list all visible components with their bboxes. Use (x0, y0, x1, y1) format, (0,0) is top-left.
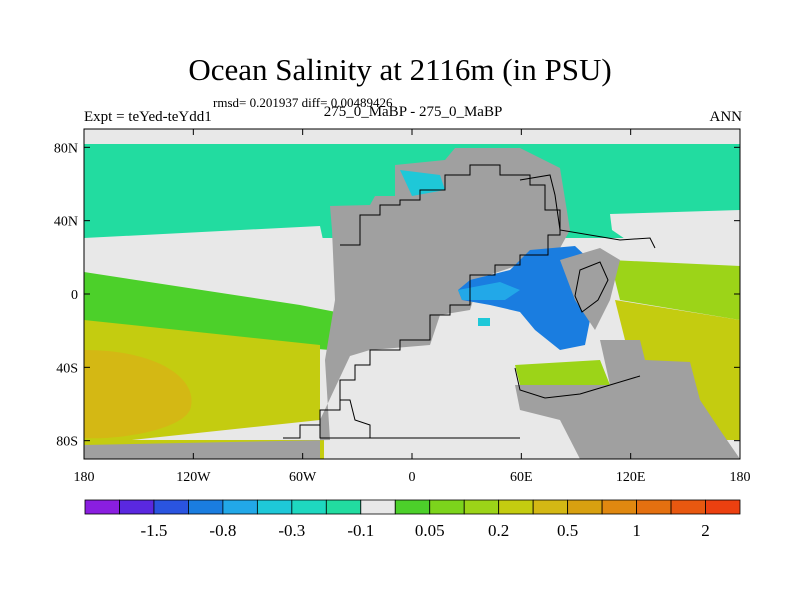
colorbar-swatch (360, 499, 396, 515)
colorbar: -1.5 -0.8 -0.3 -0.1 0.05 0.2 0.5 1 2 (84, 499, 741, 540)
colorbar-swatch (84, 499, 120, 515)
interior-land-patch (400, 235, 450, 282)
tethys-light-blue-anomaly (458, 282, 520, 300)
east-green-band (610, 260, 740, 320)
colorbar-swatch (153, 499, 189, 515)
map-field (84, 129, 740, 459)
colorbar-swatch (325, 499, 362, 515)
colorbar-label: 0.05 (415, 521, 445, 540)
colorbar-swatch (256, 499, 293, 515)
coastline-islands (574, 261, 609, 313)
lon-tick-label: 60E (510, 470, 533, 485)
colorbar-swatch (498, 499, 534, 515)
supercontinent-land (84, 148, 570, 459)
stats-line: rmsd= 0.201937 diff= 0.00489426 (213, 95, 393, 110)
colorbar-label: 0.5 (557, 521, 578, 540)
colorbar-swatch (188, 499, 224, 515)
pacific-near-zero-region (84, 226, 336, 300)
colorbar-label: -0.3 (278, 521, 305, 540)
plot-title: Ocean Salinity at 2116m (in PSU) (188, 52, 612, 87)
colorbar-swatch (567, 499, 603, 515)
lat-tick-label: 80S (56, 435, 78, 450)
longitude-axis: 180 120W 60W 0 60E 120E 180 (74, 129, 751, 485)
case-label: 275_0_MaBP - 275_0_MaBP (323, 104, 503, 120)
latitude-axis: 80N 40N 0 40S 80S (54, 141, 740, 450)
west-pacific-near-zero-region (610, 210, 740, 266)
gold-band (84, 350, 192, 439)
colorbar-swatch (222, 499, 258, 515)
lat-tick-label: 40N (54, 215, 78, 230)
lon-tick-label: 120E (616, 470, 646, 485)
colorbar-label: -1.5 (140, 521, 167, 540)
coastline-southeast (514, 367, 641, 399)
colorbar-swatch (532, 499, 569, 515)
lat-tick-label: 0 (71, 288, 78, 303)
colorbar-label: 0.2 (488, 521, 509, 540)
small-cyan-patch (478, 318, 490, 326)
coastline-south (283, 399, 371, 439)
southern-green-patch (515, 360, 610, 385)
lon-tick-label: 0 (409, 470, 416, 485)
southern-land (515, 340, 740, 459)
lon-tick-label: 120W (176, 470, 211, 485)
colorbar-label: -0.8 (209, 521, 236, 540)
colorbar-swatch (636, 499, 672, 515)
colorbar-label: 2 (701, 521, 710, 540)
colorbar-label: -0.1 (347, 521, 374, 540)
coastline-west (319, 164, 561, 439)
colorbar-swatch (429, 499, 465, 515)
colorbar-swatch (463, 499, 500, 515)
season-label: ANN (709, 109, 743, 125)
colorbar-swatch (705, 499, 741, 515)
lon-tick-label: 180 (730, 470, 751, 485)
colorbar-label: 1 (632, 521, 641, 540)
tethys-land-islands (560, 248, 620, 330)
lon-tick-label: 60W (289, 470, 317, 485)
coastline-east (519, 174, 656, 249)
experiment-label: Expt = teYed-teYdd1 (84, 109, 212, 125)
colorbar-swatch (119, 499, 155, 515)
lat-tick-label: 40S (56, 361, 78, 376)
colorbar-swatch (670, 499, 706, 515)
colorbar-swatch (291, 499, 327, 515)
lat-tick-label: 80N (54, 141, 78, 156)
lon-tick-label: 180 (74, 470, 95, 485)
colorbar-swatch (394, 499, 431, 515)
colorbar-swatch (601, 499, 637, 515)
